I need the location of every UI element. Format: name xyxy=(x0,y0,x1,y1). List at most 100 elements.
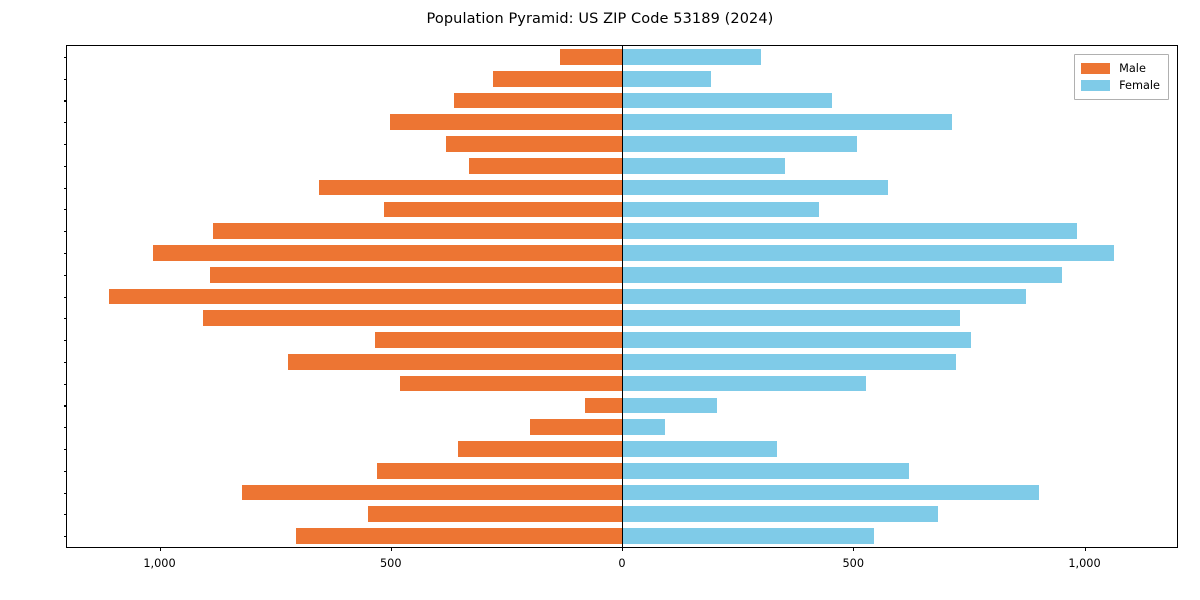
y-tick-mark xyxy=(63,448,67,451)
y-tick-mark xyxy=(63,318,67,320)
bar-row xyxy=(67,288,1177,305)
legend-swatch-male xyxy=(1081,63,1111,74)
bar-male xyxy=(368,506,622,523)
bar-row xyxy=(67,354,1177,370)
legend-item-female[interactable]: Female xyxy=(1081,77,1160,94)
bar-female xyxy=(622,201,819,218)
y-tick-mark xyxy=(63,492,67,494)
y-tick-mark xyxy=(63,78,67,80)
bar-female xyxy=(622,419,665,436)
y-tick-mark xyxy=(63,100,67,102)
bar-female xyxy=(622,397,717,414)
x-tick-mark xyxy=(853,547,855,551)
x-tick-mark xyxy=(622,547,624,551)
bar-row xyxy=(67,528,1177,544)
bar-female xyxy=(622,114,952,131)
bar-female xyxy=(622,288,1027,305)
bar-row xyxy=(67,484,1177,501)
bar-male xyxy=(457,441,622,457)
bars-layer xyxy=(67,46,1177,547)
bar-male xyxy=(584,397,622,414)
chart-title: Population Pyramid: US ZIP Code 53189 (2… xyxy=(426,11,774,27)
bar-female xyxy=(622,375,866,392)
y-tick-mark xyxy=(63,274,67,276)
bar-male xyxy=(469,157,622,174)
bar-male xyxy=(152,245,622,261)
bar-male xyxy=(383,201,622,218)
bar-row xyxy=(67,136,1177,152)
zero-axis-line xyxy=(622,46,624,547)
bar-female xyxy=(622,462,909,479)
bar-male xyxy=(108,288,622,305)
legend-swatch-female xyxy=(1081,80,1111,91)
y-tick-mark xyxy=(63,427,67,429)
bar-row xyxy=(67,245,1177,261)
y-tick-mark xyxy=(63,383,67,385)
bar-male xyxy=(202,310,622,327)
y-tick-mark xyxy=(63,209,67,211)
bar-male xyxy=(559,49,622,65)
bar-female xyxy=(622,157,786,174)
bar-row xyxy=(67,49,1177,65)
bar-male xyxy=(376,462,622,479)
bar-female xyxy=(622,245,1115,261)
bar-male xyxy=(241,484,622,501)
bar-row xyxy=(67,506,1177,523)
y-tick-mark xyxy=(63,470,67,472)
y-tick-mark xyxy=(63,252,67,255)
bar-female xyxy=(622,441,778,457)
bar-row xyxy=(67,157,1177,174)
y-tick-mark xyxy=(63,122,67,124)
legend-label-male: Male xyxy=(1119,62,1146,75)
bar-male xyxy=(375,332,622,348)
bar-female xyxy=(622,179,888,196)
bar-male xyxy=(446,136,622,152)
bar-row xyxy=(67,114,1177,131)
bar-male xyxy=(389,114,622,131)
bar-row xyxy=(67,223,1177,239)
bar-female xyxy=(622,266,1062,283)
bar-female xyxy=(622,354,956,370)
bar-row xyxy=(67,332,1177,348)
bar-row xyxy=(67,375,1177,392)
plot-area: Under 55-910-1415-1718-19202122-2425-293… xyxy=(63,45,1178,570)
bar-male xyxy=(295,528,622,544)
bar-female xyxy=(622,92,833,109)
x-tick-mark xyxy=(1084,547,1086,551)
y-tick-mark xyxy=(63,514,67,516)
legend-item-male[interactable]: Male xyxy=(1081,60,1160,77)
x-tick-label: 500 xyxy=(842,557,865,570)
bar-row xyxy=(67,441,1177,457)
y-tick-mark xyxy=(63,187,67,189)
bar-row xyxy=(67,201,1177,218)
x-tick-label: 0 xyxy=(618,557,626,570)
bar-row xyxy=(67,70,1177,87)
y-tick-mark xyxy=(63,56,67,58)
bar-male xyxy=(454,92,622,109)
bar-row xyxy=(67,266,1177,283)
bar-row xyxy=(67,179,1177,196)
bar-row xyxy=(67,419,1177,436)
y-tick-mark xyxy=(63,296,67,298)
bar-row xyxy=(67,462,1177,479)
bar-female xyxy=(622,223,1077,239)
bar-row xyxy=(67,92,1177,109)
bar-female xyxy=(622,70,711,87)
bar-row xyxy=(67,397,1177,414)
bar-male xyxy=(319,179,622,196)
x-tick-mark xyxy=(390,547,392,551)
bar-female xyxy=(622,310,960,327)
y-tick-mark xyxy=(63,231,67,233)
y-tick-mark xyxy=(63,536,67,538)
bar-male xyxy=(529,419,622,436)
bar-male xyxy=(210,266,622,283)
y-tick-mark xyxy=(63,361,67,363)
y-tick-mark xyxy=(63,340,67,342)
bar-female xyxy=(622,484,1039,501)
x-tick-mark xyxy=(159,547,161,551)
bar-female xyxy=(622,506,939,523)
bar-row xyxy=(67,310,1177,327)
bar-male xyxy=(212,223,622,239)
bar-male xyxy=(288,354,622,370)
